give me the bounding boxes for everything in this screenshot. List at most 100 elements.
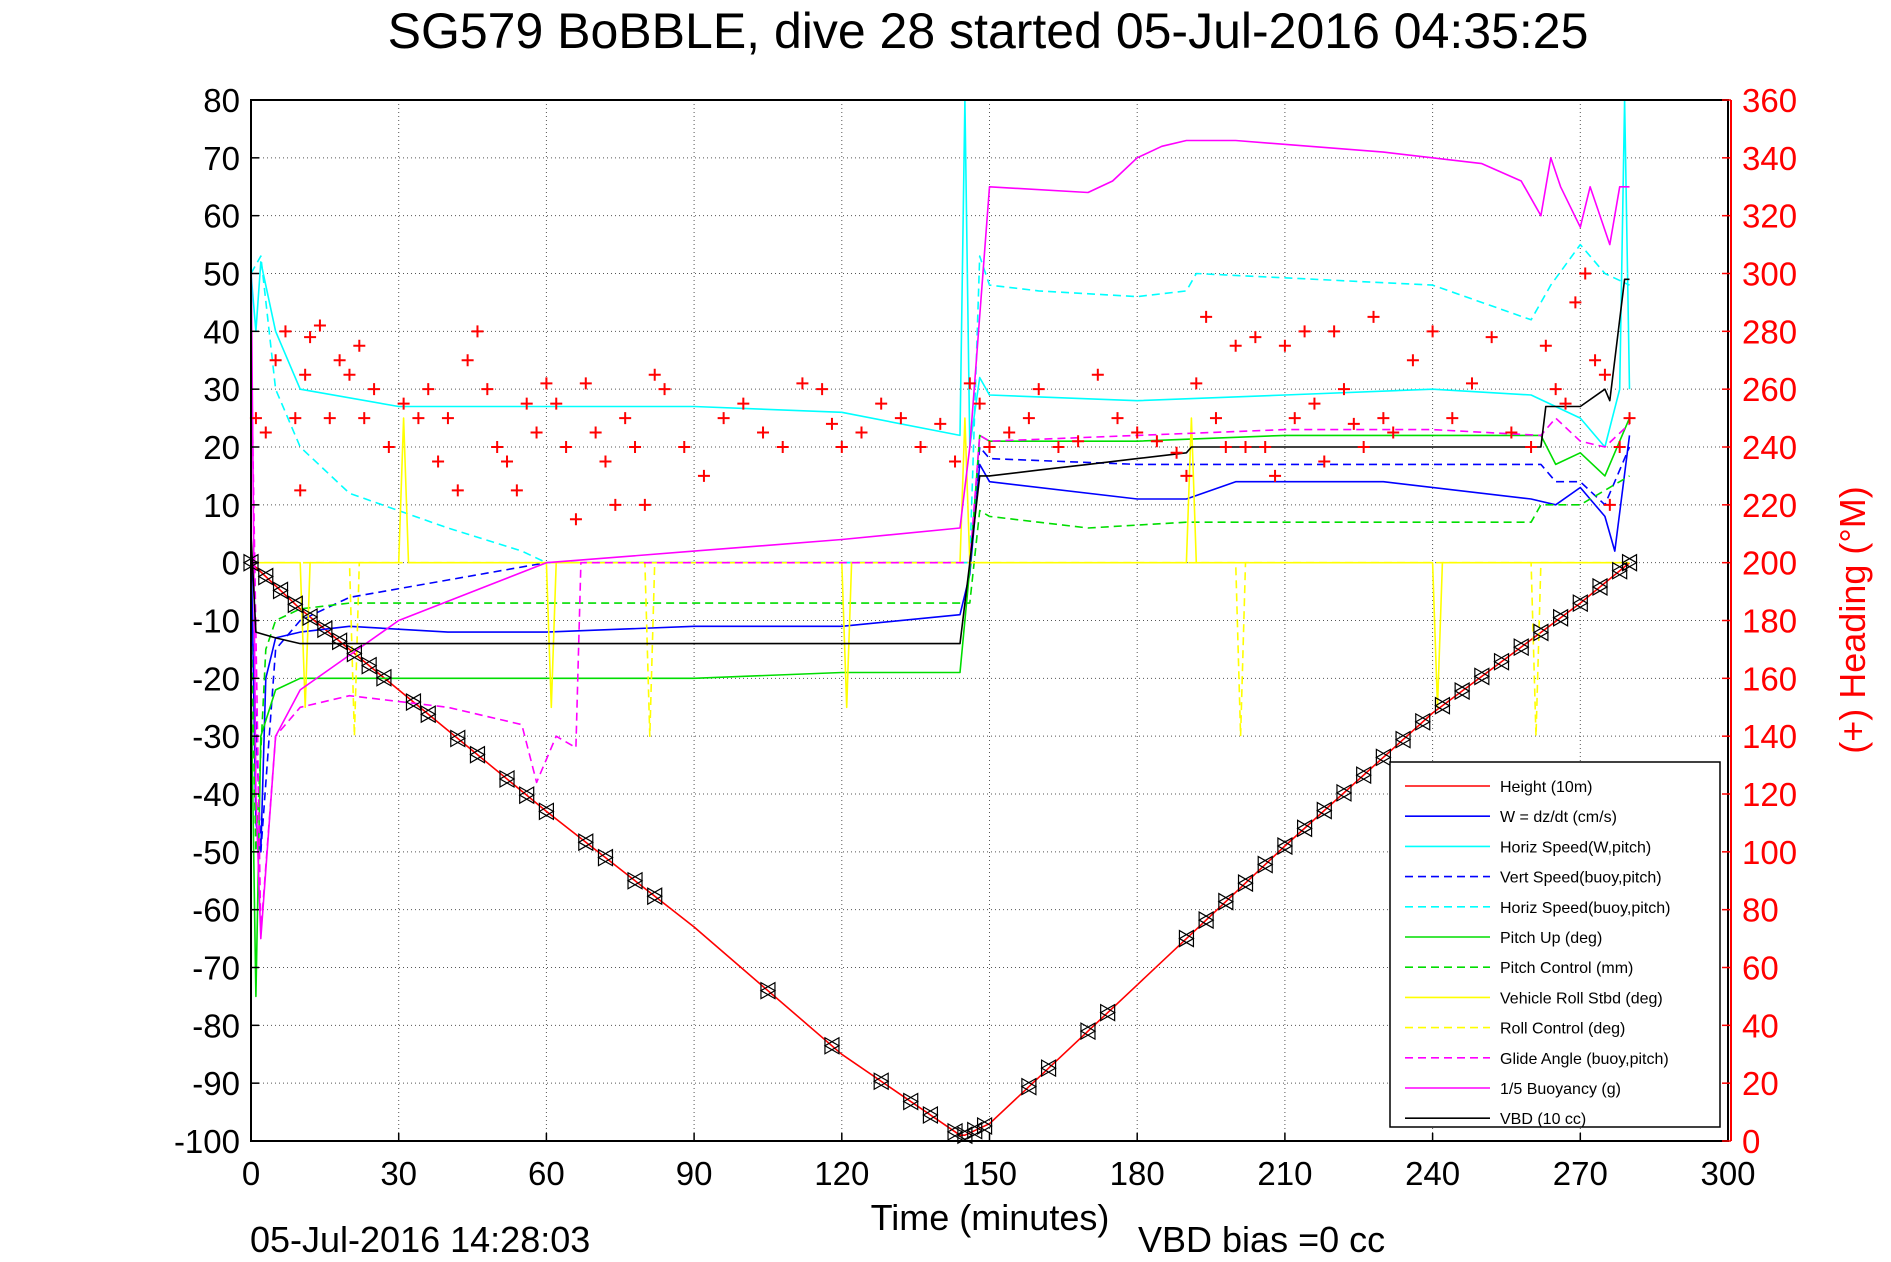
height-marker-left (1178, 929, 1195, 948)
height-marker-left (872, 1072, 889, 1091)
legend-label: 1/5 Buoyancy (g) (1500, 1081, 1621, 1098)
legend: Height (10m) W = dz/dt (cm/s) Horiz Speed(… (1389, 761, 1721, 1128)
height-marker-left (1296, 819, 1313, 838)
heading-point (1549, 383, 1562, 396)
height-marker-left (823, 1036, 840, 1055)
legend-label: Vehicle Roll Stbd (deg) (1500, 990, 1663, 1007)
height-marker-left (360, 656, 377, 675)
heading-point (589, 426, 602, 439)
height-marker-left (1611, 561, 1628, 580)
heading-point (1022, 412, 1035, 425)
heading-point (397, 397, 410, 410)
heading-point (299, 368, 312, 381)
heading-point (1525, 441, 1538, 453)
y-tick-label: -20 (192, 660, 240, 697)
right-axis-label: (+) Heading (°M) (1832, 486, 1873, 753)
heading-point (491, 441, 504, 453)
heading-point (1613, 441, 1626, 453)
height-marker-left (1532, 623, 1549, 642)
height-marker-left (597, 848, 614, 867)
legend-label: Pitch Up (deg) (1500, 930, 1602, 947)
heading-point (757, 426, 770, 439)
y-tick-label: 60 (203, 198, 240, 235)
height-marker-left (1513, 638, 1529, 657)
height-marker-left (1020, 1077, 1037, 1096)
height-marker-left (902, 1092, 919, 1111)
heading-point (835, 441, 848, 453)
heading-point (481, 383, 494, 396)
heading-point (471, 325, 484, 338)
heading-point (1485, 331, 1498, 344)
height-marker-left (1414, 712, 1431, 731)
right-tick-label: 280 (1742, 313, 1797, 350)
series-pitch-control-mm (250, 475, 1630, 853)
legend-label: Glide Angle (buoy,pitch) (1500, 1051, 1669, 1068)
x-tick-label: 90 (676, 1155, 713, 1192)
heading-point (1111, 412, 1124, 425)
y-tick-label: 20 (203, 429, 240, 466)
heading-point (1539, 339, 1552, 352)
y-tick-label: 80 (203, 82, 240, 119)
heading-point (855, 426, 868, 439)
heading-point (1559, 397, 1572, 410)
right-tick-label: 100 (1742, 834, 1797, 871)
right-tick-label: 320 (1742, 198, 1797, 235)
heading-point (697, 469, 710, 482)
chart-title: SG579 BoBBLE, dive 28 started 05-Jul-201… (388, 3, 1589, 59)
heading-point (1579, 267, 1592, 280)
y-tick-label: -100 (174, 1123, 240, 1160)
x-tick-label: 210 (1257, 1155, 1312, 1192)
right-tick-label: 300 (1742, 256, 1797, 293)
height-marker-left (1453, 682, 1470, 701)
right-axis-ticks: 3603403203002802602402202001801601401201… (1722, 82, 1797, 1160)
height-marker-left (498, 769, 515, 788)
heading-point (1131, 426, 1144, 439)
height-marker-left (1335, 783, 1352, 802)
heading-point (451, 484, 464, 497)
heading-point (353, 339, 366, 352)
height-marker-left (976, 1116, 993, 1135)
heading-point (530, 426, 543, 439)
right-tick-label: 80 (1742, 892, 1779, 929)
heading-point (599, 455, 612, 468)
heading-point (816, 383, 829, 396)
height-marker-left (1079, 1022, 1096, 1041)
series-vbd-10-cc (250, 278, 1630, 645)
height-marker-left (946, 1122, 963, 1141)
height-marker-left (1552, 608, 1569, 627)
height-marker-left (626, 871, 643, 890)
heading-point (510, 484, 523, 497)
heading-point (1337, 383, 1350, 396)
heading-point (1278, 339, 1291, 352)
heading-point (432, 455, 445, 468)
heading-point (609, 498, 622, 511)
heading-point (294, 484, 307, 497)
heading-point (1200, 310, 1213, 323)
height-marker-left (1473, 667, 1490, 686)
heading-point (1328, 325, 1341, 338)
x-tick-label: 150 (962, 1155, 1017, 1192)
height-marker-left (577, 833, 594, 852)
heading-point (658, 383, 671, 396)
heading-point (313, 319, 326, 332)
y-tick-label: -40 (192, 776, 240, 813)
height-marker-left (518, 786, 535, 805)
height-marker-left (1316, 801, 1332, 820)
height-marker-left (1040, 1059, 1057, 1078)
heading-point (1569, 296, 1582, 309)
heading-point (1318, 455, 1331, 468)
height-marker-left (1217, 892, 1234, 911)
legend-label: Pitch Control (mm) (1500, 960, 1633, 977)
heading-point (1259, 441, 1272, 453)
heading-point (963, 377, 976, 390)
heading-point (1589, 354, 1602, 367)
heading-point (914, 441, 927, 453)
heading-point (1298, 325, 1311, 338)
heading-point (520, 397, 533, 410)
y-tick-label: -70 (192, 950, 240, 987)
y-tick-label: -50 (192, 834, 240, 871)
height-marker-left (1355, 766, 1372, 785)
series-horiz-speed-buoy-pitch (250, 243, 1630, 564)
series-layer (250, 99, 1631, 1136)
